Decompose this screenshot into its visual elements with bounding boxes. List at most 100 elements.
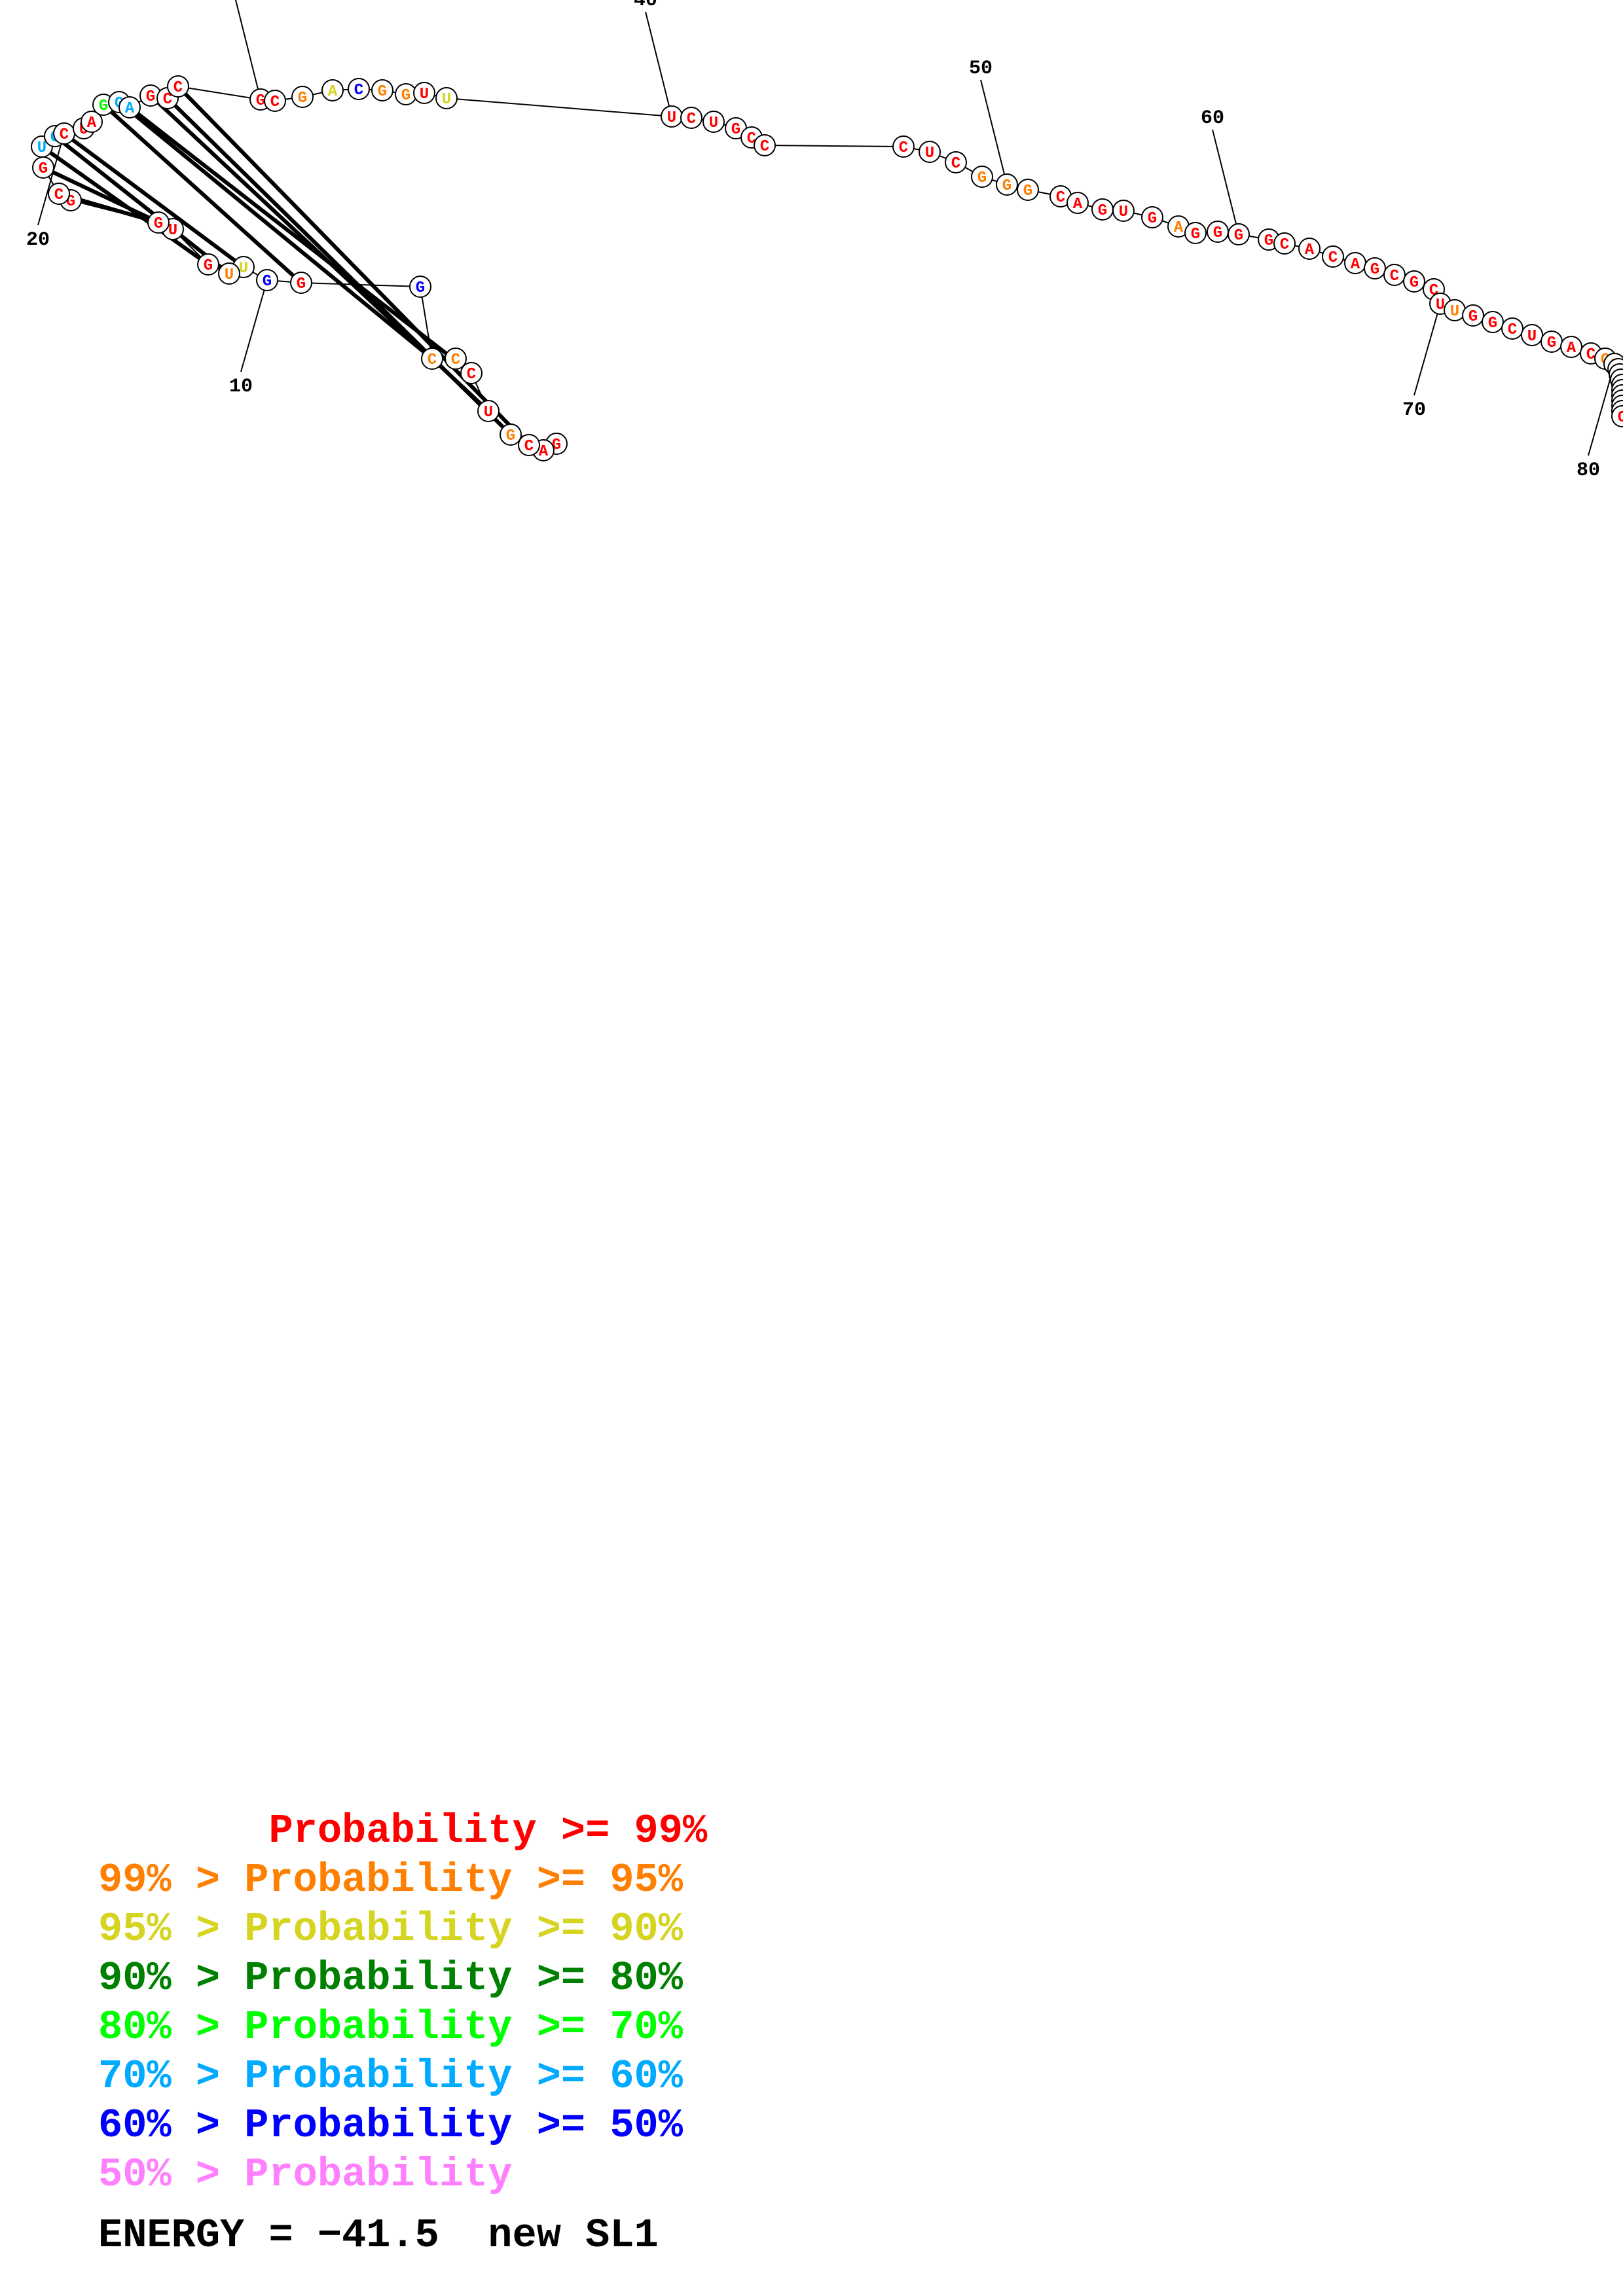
nucleotide-letter: G [1002, 177, 1012, 195]
nucleotide-circle [413, 82, 435, 104]
nucleotide-letter: C [1390, 268, 1399, 285]
nucleotide-45: C [754, 134, 776, 156]
nucleotide-68: G [1403, 270, 1425, 293]
nucleotide-circle [1521, 324, 1543, 346]
nucleotide-circle [1228, 223, 1250, 245]
nucleotide-letter: C [760, 138, 769, 156]
position-labels: 1020304050607080 [26, 0, 1600, 482]
nucleotide-13: U [218, 262, 240, 285]
nucleotide-letter: G [416, 279, 425, 297]
nucleotide-circle [1067, 192, 1089, 214]
nucleotide-4: G [500, 423, 522, 446]
nucleotide-letter: U [925, 145, 934, 162]
nucleotide-75: U [1521, 324, 1543, 346]
position-tick [37, 133, 65, 226]
nucleotide-53: A [1067, 192, 1089, 214]
nucleotide-34: A [321, 79, 344, 101]
nucleotide-36: G [371, 79, 393, 101]
nucleotide-19: G [32, 156, 54, 179]
nucleotide-letter: U [1527, 328, 1537, 346]
nucleotide-41: C [680, 107, 702, 129]
nucleotide-55: U [1112, 200, 1135, 222]
nucleotide-letter: G [154, 215, 163, 233]
nucleotide-circle [81, 111, 103, 133]
energy-label: ENERGY = −41.5 new SL1 [98, 2212, 659, 2259]
nucleotide-letter: C [173, 79, 183, 97]
nucleotide-letter: U [1119, 204, 1128, 221]
nucleotide-77: A [1560, 336, 1582, 358]
nucleotide-letter: U [442, 91, 451, 109]
base-pair-bonds [41, 84, 531, 447]
nucleotide-circle [371, 79, 393, 101]
nucleotide-letter: G [1098, 202, 1107, 220]
position-tick [645, 11, 672, 117]
nucleotide-circle [48, 183, 70, 205]
nucleotide-27: A [119, 96, 141, 118]
nucleotide-43: G [725, 117, 747, 139]
nucleotide-letter: A [1567, 340, 1577, 357]
nucleotide-letter: G [298, 90, 307, 107]
nucleotide-letter: C [899, 139, 908, 157]
nucleotide-letter: G [378, 83, 387, 101]
nucleotide-letter: G [1468, 308, 1478, 326]
nucleotide-circle [1298, 238, 1321, 260]
nucleotide-circle [500, 423, 522, 446]
nucleotide-letter: C [60, 126, 69, 144]
nucleotide-8: C [421, 348, 443, 370]
nucleotide-circle [1273, 232, 1296, 255]
nucleotide-39: U [435, 87, 458, 109]
position-label: 70 [1402, 399, 1426, 422]
nucleotide-circle [477, 400, 500, 422]
nucleotide-letter: A [1305, 242, 1315, 259]
nucleotide-letter: G [401, 87, 410, 105]
nucleotide-47: U [919, 141, 941, 163]
nucleotide-letter: A [1174, 219, 1184, 237]
nucleotide-24: A [81, 111, 103, 133]
nucleotide-circle [460, 362, 483, 384]
position-tick [1413, 303, 1441, 396]
nucleotide-letter: C [1508, 321, 1517, 339]
nucleotide-62: C [1273, 232, 1296, 255]
nucleotide-56: G [1141, 206, 1163, 228]
nucleotide-circle [348, 78, 370, 100]
nucleotide-letter: G [263, 273, 272, 291]
nucleotide-circle [1184, 222, 1207, 244]
nucleotide-circle [1383, 264, 1406, 286]
nucleotide-letter: C [1618, 409, 1623, 427]
position-tick [980, 79, 1008, 185]
nucleotide-9: G [409, 276, 431, 298]
nucleotide-40: U [661, 105, 683, 128]
nucleotide-letter: U [168, 222, 177, 240]
nucleotide-63: A [1298, 238, 1321, 260]
nucleotide-32: C [264, 90, 286, 112]
base-pair-bond [176, 84, 531, 447]
nucleotide-circle [1403, 270, 1425, 293]
rna-secondary-structure-diagram: GACGUCCCGGGUUGUGGCGUCCUAGGAGCCGCGACGGUUU… [26, 0, 1623, 482]
position-label: 50 [969, 58, 993, 80]
nucleotide-letter: G [731, 121, 740, 139]
nucleotide-letter: C [163, 91, 172, 109]
nucleotide-circle [1364, 257, 1386, 279]
position-tick [234, 0, 261, 100]
nucleotide-letter: G [1148, 210, 1157, 228]
nucleotide-circle [1141, 206, 1163, 228]
nucleotide-circle [945, 151, 967, 173]
nucleotide-letter: C [1056, 189, 1065, 207]
probability-legend: Probability >= 99% 99% > Probability >= 9… [98, 1806, 753, 2259]
nucleotide-6: C [460, 362, 483, 384]
nucleotide-74: C [1501, 317, 1523, 340]
nucleotide-letter: G [1191, 226, 1200, 243]
nucleotide-circle [409, 276, 431, 298]
nucleotide-circle [1611, 405, 1623, 427]
nucleotide-letter: G [256, 92, 265, 110]
nucleotide-18: C [48, 183, 70, 205]
nucleotide-57: A [1167, 215, 1190, 238]
nucleotide-letter: G [1264, 232, 1273, 250]
nucleotide-letter: A [328, 83, 338, 101]
nucleotide-59: G [1207, 221, 1229, 243]
nucleotide-circle [264, 90, 286, 112]
nucleotide-letter: U [37, 139, 46, 157]
position-tick-lines [37, 0, 1615, 456]
nucleotide-circle [919, 141, 941, 163]
nucleotide-circle [1322, 245, 1344, 268]
